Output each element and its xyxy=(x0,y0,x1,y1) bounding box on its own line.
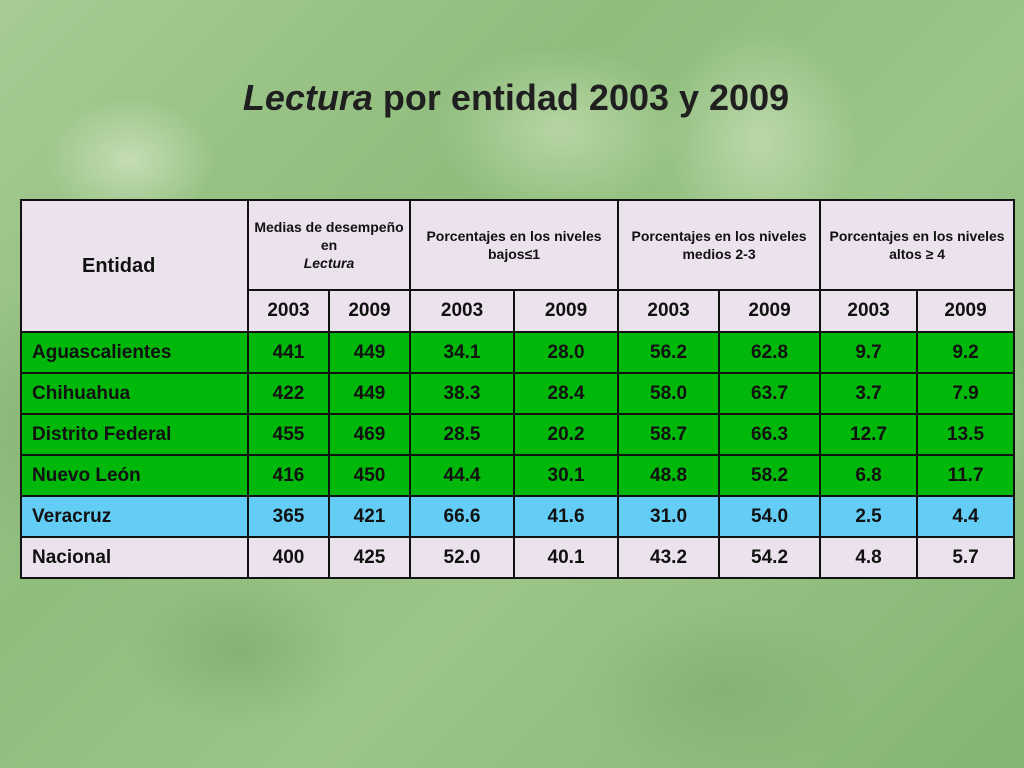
table-row: Nacional 400 425 52.0 40.1 43.2 54.2 4.8… xyxy=(20,536,1016,579)
table-cell: 425 xyxy=(327,536,412,579)
table-cell: 441 xyxy=(247,331,330,374)
table-cell: 52.0 xyxy=(409,536,516,579)
header-medias: Medias de desempeño en Lectura xyxy=(246,199,412,291)
table-cell: 54.0 xyxy=(718,495,822,538)
table-cell: 2.5 xyxy=(819,495,919,538)
year-header: 2003 xyxy=(409,289,516,333)
results-table: Entidad Medias de desempeño en Lectura P… xyxy=(20,199,1016,579)
entity-name: Chihuahua xyxy=(20,372,249,415)
table-cell: 58.0 xyxy=(617,372,721,415)
year-header: 2003 xyxy=(819,289,919,333)
table-cell: 66.3 xyxy=(718,413,822,456)
table-row: Distrito Federal 455 469 28.5 20.2 58.7 … xyxy=(20,413,1016,456)
table-cell: 13.5 xyxy=(916,413,1016,456)
slide-title: Lectura por entidad 2003 y 2009 xyxy=(0,72,1024,124)
table-cell: 54.2 xyxy=(718,536,822,579)
table-cell: 7.9 xyxy=(916,372,1016,415)
header-niveles-altos: Porcentajes en los niveles altos ≥ 4 xyxy=(819,199,1016,291)
table-cell: 34.1 xyxy=(409,331,516,374)
table-cell: 5.7 xyxy=(916,536,1016,579)
header-medias-text: Medias de desempeño en xyxy=(254,219,404,253)
entity-name: Aguascalientes xyxy=(20,331,249,374)
table-body: Aguascalientes 441 449 34.1 28.0 56.2 62… xyxy=(20,331,1016,579)
year-header-row: 2003 2009 2003 2009 2003 2009 2003 2009 xyxy=(21,289,1016,333)
table-header-row: Entidad Medias de desempeño en Lectura P… xyxy=(20,199,1016,333)
table-cell: 12.7 xyxy=(819,413,919,456)
table-cell: 9.7 xyxy=(819,331,919,374)
entity-name: Nuevo León xyxy=(20,454,249,497)
table-cell: 11.7 xyxy=(916,454,1016,497)
table-cell: 38.3 xyxy=(409,372,516,415)
table-cell: 43.2 xyxy=(617,536,721,579)
table-cell: 400 xyxy=(247,536,330,579)
table-row: Chihuahua 422 449 38.3 28.4 58.0 63.7 3.… xyxy=(20,372,1016,415)
table-cell: 28.0 xyxy=(513,331,620,374)
table-cell: 4.4 xyxy=(916,495,1016,538)
table-cell: 31.0 xyxy=(617,495,721,538)
table-cell: 4.8 xyxy=(819,536,919,579)
title-italic-part: Lectura xyxy=(242,77,373,118)
table-cell: 3.7 xyxy=(819,372,919,415)
entity-name: Veracruz xyxy=(20,495,249,538)
table-cell: 28.5 xyxy=(409,413,516,456)
table-cell: 63.7 xyxy=(718,372,822,415)
table-cell: 455 xyxy=(247,413,330,456)
table-cell: 450 xyxy=(327,454,412,497)
entidad-header: Entidad xyxy=(20,199,249,333)
year-header: 2003 xyxy=(617,289,721,333)
header-niveles-bajos: Porcentajes en los niveles bajos≤1 xyxy=(409,199,620,291)
table-cell: 469 xyxy=(327,413,412,456)
table-cell: 20.2 xyxy=(513,413,620,456)
table-cell: 40.1 xyxy=(513,536,620,579)
table-cell: 41.6 xyxy=(513,495,620,538)
table-cell: 44.4 xyxy=(409,454,516,497)
header-medias-italic: Lectura xyxy=(303,255,355,271)
table-row: Aguascalientes 441 449 34.1 28.0 56.2 62… xyxy=(20,331,1016,374)
year-header: 2009 xyxy=(327,289,412,333)
year-header: 2009 xyxy=(718,289,822,333)
table-cell: 58.2 xyxy=(718,454,822,497)
title-rest: por entidad 2003 y 2009 xyxy=(372,77,790,118)
year-header: 2009 xyxy=(916,289,1016,333)
table-cell: 56.2 xyxy=(617,331,721,374)
year-header: 2003 xyxy=(247,289,330,333)
table-cell: 416 xyxy=(247,454,330,497)
table-cell: 421 xyxy=(327,495,412,538)
table-row: Nuevo León 416 450 44.4 30.1 48.8 58.2 6… xyxy=(20,454,1016,497)
table-cell: 6.8 xyxy=(819,454,919,497)
table-row: Veracruz 365 421 66.6 41.6 31.0 54.0 2.5… xyxy=(20,495,1016,538)
table-cell: 422 xyxy=(247,372,330,415)
table-cell: 48.8 xyxy=(617,454,721,497)
table-cell: 9.2 xyxy=(916,331,1016,374)
table-cell: 365 xyxy=(247,495,330,538)
table-cell: 28.4 xyxy=(513,372,620,415)
table-cell: 449 xyxy=(327,331,412,374)
entity-name: Nacional xyxy=(20,536,249,579)
entity-name: Distrito Federal xyxy=(20,413,249,456)
header-niveles-medios: Porcentajes en los niveles medios 2-3 xyxy=(617,199,822,291)
year-header: 2009 xyxy=(513,289,620,333)
table-cell: 449 xyxy=(327,372,412,415)
table-cell: 62.8 xyxy=(718,331,822,374)
table-cell: 30.1 xyxy=(513,454,620,497)
table-cell: 58.7 xyxy=(617,413,721,456)
table-cell: 66.6 xyxy=(409,495,516,538)
